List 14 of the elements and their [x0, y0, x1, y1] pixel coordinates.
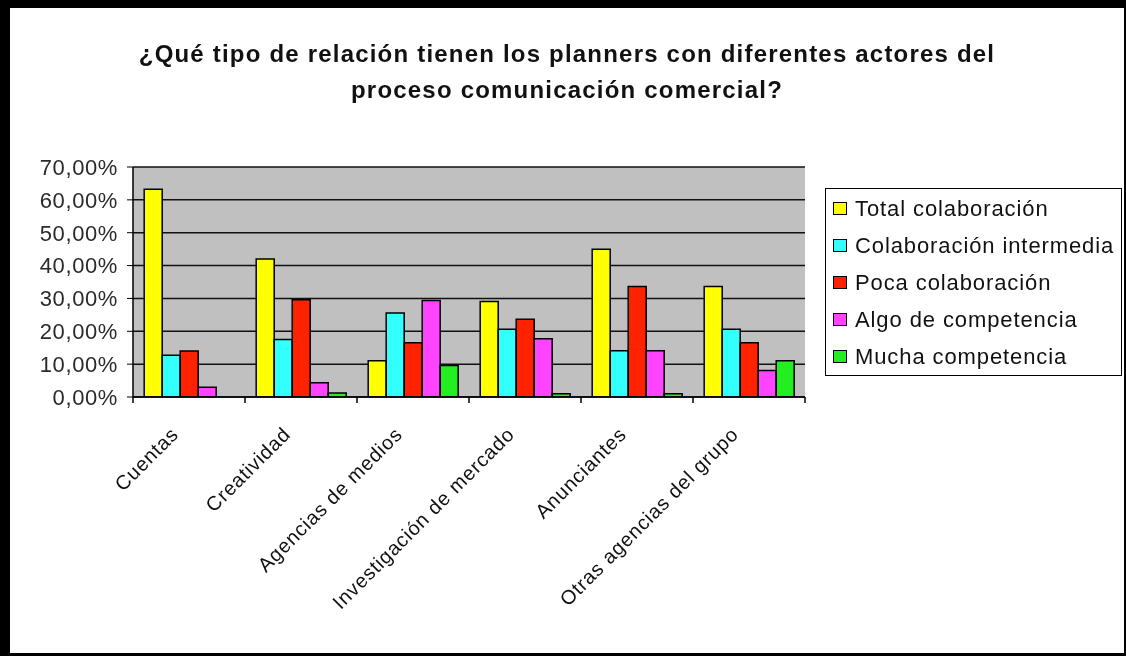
- y-tick-label: 70,00%: [39, 154, 118, 180]
- y-tick-label: 30,00%: [39, 286, 118, 312]
- y-tick-label: 0,00%: [52, 384, 118, 410]
- chart-title: ¿Qué tipo de relación tienen los planners con diferentes actores del proceso comunicación comercial?: [137, 39, 997, 105]
- legend-label: Mucha competencia: [855, 343, 1068, 370]
- y-tick-label: 10,00%: [39, 351, 118, 377]
- legend-label: Total colaboración: [855, 195, 1049, 222]
- legend-label: Colaboración intermedia: [855, 232, 1115, 259]
- y-tick-label: 50,00%: [39, 220, 118, 246]
- y-tick-label: 40,00%: [39, 253, 118, 279]
- y-tick-label: 20,00%: [39, 319, 118, 345]
- legend-label: Algo de competencia: [855, 306, 1078, 333]
- y-tick-label: 60,00%: [39, 187, 118, 213]
- legend-label: Poca colaboración: [855, 269, 1052, 296]
